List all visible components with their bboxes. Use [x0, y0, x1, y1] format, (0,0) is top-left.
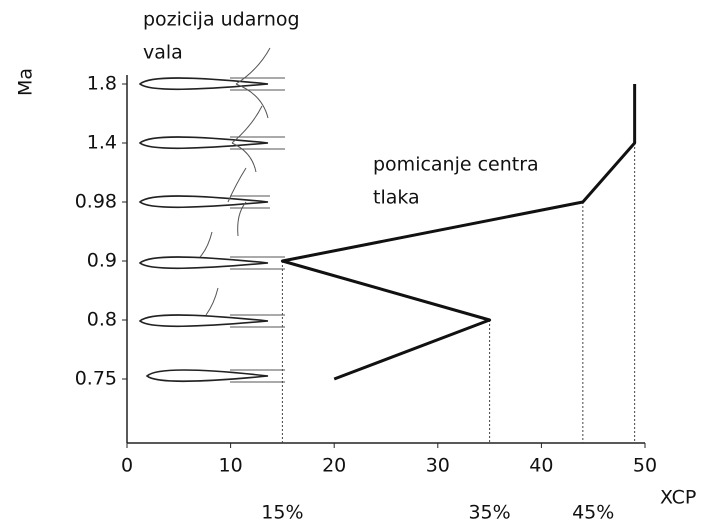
- marker-label: 35%: [468, 502, 510, 524]
- x-tick-label: 30: [426, 455, 450, 477]
- y-tick-label: 0.9: [87, 250, 117, 272]
- y-tick-label: 1.4: [87, 132, 117, 154]
- marker-label: 15%: [261, 502, 303, 524]
- annotation: pozicija udarnog: [143, 9, 300, 31]
- annotation: tlaka: [373, 187, 420, 209]
- annotation: vala: [143, 42, 183, 64]
- y-axis-label: Ma: [15, 68, 37, 96]
- y-tick-label: 1.8: [87, 73, 117, 95]
- marker-label: 45%: [572, 502, 614, 524]
- x-tick-label: 50: [633, 455, 657, 477]
- annotation: pomicanje centra: [373, 154, 539, 176]
- x-tick-label: 10: [219, 455, 243, 477]
- airfoils: [138, 47, 285, 383]
- y-tick-label: 0.8: [87, 309, 117, 331]
- x-tick-label: 40: [529, 455, 553, 477]
- x-tick-label: 20: [322, 455, 346, 477]
- y-tick-label: 0.75: [75, 368, 117, 390]
- x-axis-label: XCP: [660, 487, 696, 509]
- x-tick-label: 0: [121, 455, 133, 477]
- data-line: [280, 84, 637, 381]
- y-tick-label: 0.98: [75, 191, 117, 213]
